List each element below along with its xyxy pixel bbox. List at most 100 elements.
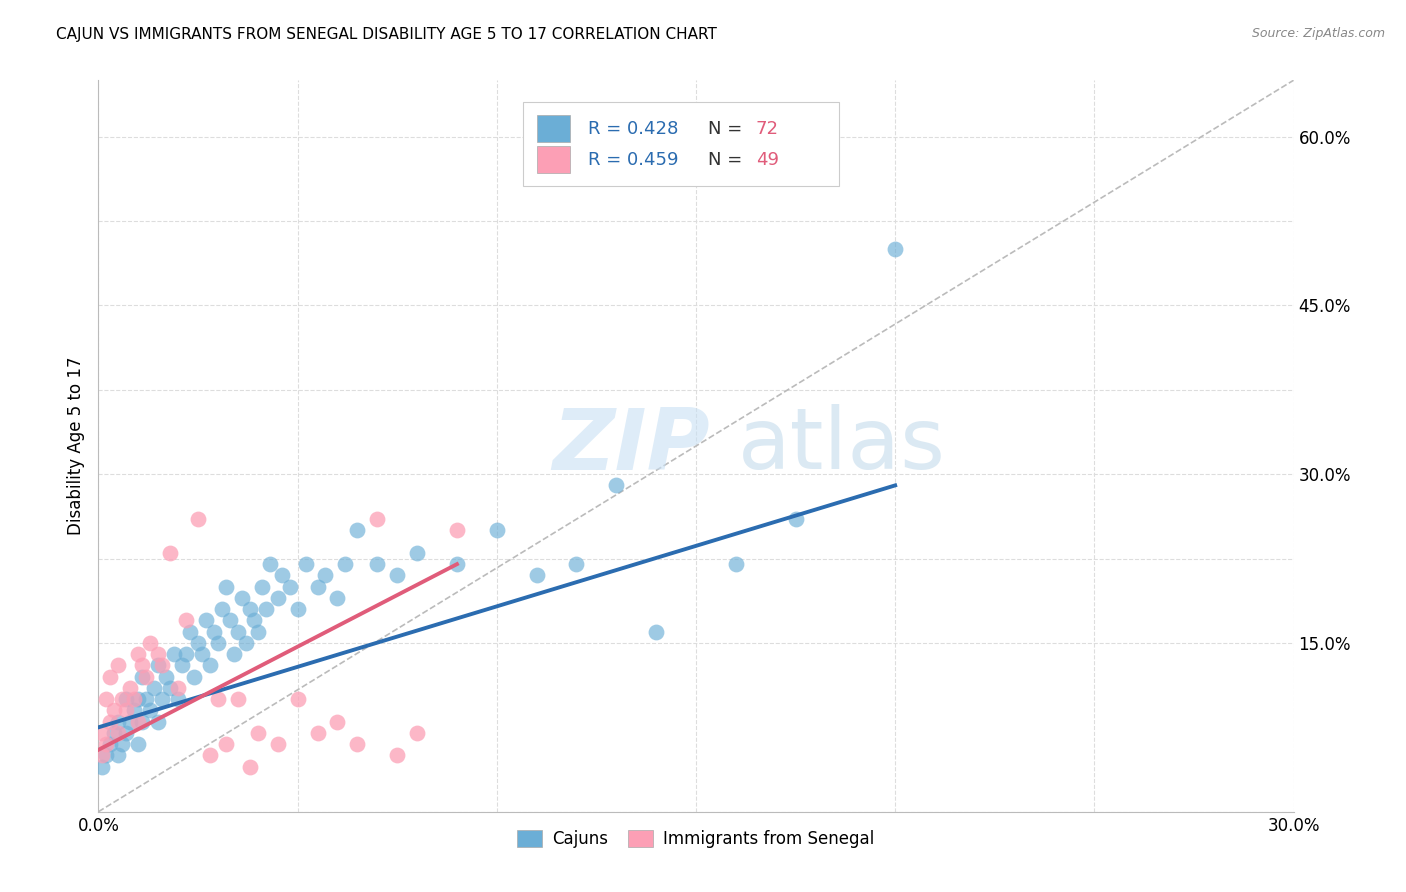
Point	[287, 692, 309, 706]
Point	[120, 681, 142, 695]
Y-axis label: Disability Age 5 to 17: Disability Age 5 to 17	[66, 357, 84, 535]
Point	[243, 614, 266, 628]
Point	[366, 557, 388, 571]
Point	[406, 726, 429, 740]
Point	[267, 737, 290, 751]
Text: R = 0.459: R = 0.459	[589, 151, 679, 169]
Point	[226, 692, 249, 706]
Text: R = 0.428: R = 0.428	[589, 120, 679, 137]
FancyBboxPatch shape	[537, 115, 571, 142]
Point	[115, 726, 138, 740]
Point	[139, 703, 162, 717]
Point	[246, 624, 269, 639]
Point	[150, 692, 173, 706]
Point	[124, 703, 146, 717]
Point	[326, 714, 349, 729]
Point	[96, 737, 118, 751]
Point	[446, 524, 468, 538]
Point	[91, 726, 114, 740]
Point	[103, 726, 125, 740]
Point	[235, 636, 257, 650]
Point	[179, 624, 201, 639]
Point	[222, 647, 245, 661]
Point	[211, 602, 233, 616]
Point	[785, 512, 807, 526]
Point	[195, 614, 218, 628]
Point	[259, 557, 281, 571]
Point	[207, 692, 229, 706]
Point	[172, 658, 194, 673]
Text: Source: ZipAtlas.com: Source: ZipAtlas.com	[1251, 27, 1385, 40]
Point	[96, 748, 118, 763]
Point	[111, 737, 134, 751]
Point	[174, 647, 197, 661]
Point	[215, 737, 238, 751]
Text: 72: 72	[756, 120, 779, 137]
Point	[250, 580, 273, 594]
Point	[107, 726, 129, 740]
Point	[294, 557, 316, 571]
Point	[91, 760, 114, 774]
Point	[115, 692, 138, 706]
Point	[485, 524, 508, 538]
Point	[127, 714, 149, 729]
Point	[226, 624, 249, 639]
Point	[526, 568, 548, 582]
Point	[326, 591, 349, 605]
Point	[605, 478, 627, 492]
Point	[278, 580, 301, 594]
Point	[107, 714, 129, 729]
Text: 49: 49	[756, 151, 779, 169]
Point	[148, 658, 170, 673]
Point	[270, 568, 292, 582]
Point	[98, 670, 122, 684]
Point	[239, 602, 262, 616]
Point	[446, 557, 468, 571]
Point	[127, 692, 149, 706]
Text: ZIP: ZIP	[553, 404, 710, 488]
Point	[163, 647, 186, 661]
Point	[183, 670, 205, 684]
Point	[287, 602, 309, 616]
Point	[103, 703, 125, 717]
Point	[91, 748, 114, 763]
Point	[120, 714, 142, 729]
Point	[254, 602, 277, 616]
Point	[131, 714, 153, 729]
Point	[231, 591, 253, 605]
Text: CAJUN VS IMMIGRANTS FROM SENEGAL DISABILITY AGE 5 TO 17 CORRELATION CHART: CAJUN VS IMMIGRANTS FROM SENEGAL DISABIL…	[56, 27, 717, 42]
Point	[187, 636, 209, 650]
Point	[143, 681, 166, 695]
Point	[167, 692, 190, 706]
Point	[215, 580, 238, 594]
Point	[148, 647, 170, 661]
Point	[155, 670, 177, 684]
Point	[159, 681, 181, 695]
Text: atlas: atlas	[738, 404, 946, 488]
FancyBboxPatch shape	[523, 103, 839, 186]
Point	[207, 636, 229, 650]
Point	[335, 557, 357, 571]
Point	[267, 591, 290, 605]
Point	[346, 737, 368, 751]
Point	[385, 568, 409, 582]
Point	[127, 737, 149, 751]
Point	[135, 670, 157, 684]
Point	[115, 703, 138, 717]
FancyBboxPatch shape	[537, 146, 571, 173]
Point	[174, 614, 197, 628]
Point	[98, 714, 122, 729]
Point	[346, 524, 368, 538]
Text: N =: N =	[709, 120, 742, 137]
Point	[645, 624, 668, 639]
Point	[565, 557, 588, 571]
Point	[107, 658, 129, 673]
Point	[127, 647, 149, 661]
Point	[107, 748, 129, 763]
Point	[139, 636, 162, 650]
Point	[884, 242, 907, 256]
Point	[148, 714, 170, 729]
Point	[187, 512, 209, 526]
Point	[198, 658, 221, 673]
Point	[98, 737, 122, 751]
